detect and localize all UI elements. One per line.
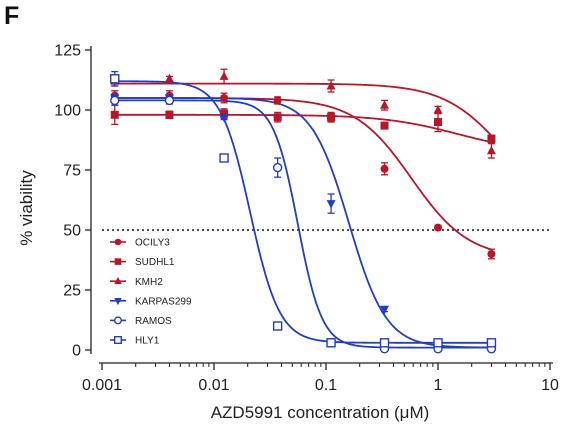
data-point-sudhl1: [380, 121, 389, 130]
data-point-sudhl1: [165, 110, 174, 119]
data-point-ramos: [164, 95, 175, 106]
fit-curves: [114, 80, 493, 349]
fit-curve-karpas299: [114, 97, 492, 349]
y-tick-label: 125: [54, 43, 81, 60]
data-point-ocily3: [380, 164, 389, 173]
data-point-hly1: [486, 338, 497, 348]
legend-label: SUDHL1: [135, 257, 175, 268]
legend-item-ocily3: OCILY3: [110, 238, 170, 249]
legend-label: OCILY3: [135, 238, 170, 249]
legend-label: RAMOS: [135, 316, 172, 327]
legend-label: KARPAS299: [135, 296, 192, 307]
legend-marker: [113, 336, 122, 345]
data-point-sudhl1: [110, 110, 119, 119]
x-tick-label: 0.1: [315, 377, 337, 394]
legend-marker: [114, 238, 122, 246]
legend-item-hly1: HLY1: [110, 336, 160, 347]
data-point-karpas299: [380, 305, 390, 315]
x-tick-label: 10: [541, 377, 559, 394]
y-tick-label: 100: [54, 103, 81, 120]
data-point-ocily3: [487, 250, 496, 258]
series-hly1: [110, 70, 497, 348]
data-point-kmh2: [486, 145, 496, 155]
data-point-hly1: [433, 338, 443, 348]
data-point-ocily3: [273, 96, 282, 105]
legend-item-sudhl1: SUDHL1: [110, 257, 175, 268]
data-point-hly1: [110, 74, 120, 84]
tick-group: 0 25 50 75 100 125 0.001 0.01 0.1 1 10: [54, 43, 559, 395]
data-point-kmh2: [433, 105, 443, 114]
data-point-kmh2: [326, 81, 336, 90]
data-point-hly1: [272, 321, 283, 331]
series-sudhl1: [110, 104, 496, 144]
x-axis-title: AZD5991 concentration (μM): [211, 403, 430, 422]
panel-label: F: [4, 2, 20, 30]
fit-curve-hly1: [114, 80, 492, 344]
fit-curve-sudhl1: [114, 113, 492, 143]
data-points: [110, 68, 497, 354]
legend-label: HLY1: [135, 336, 160, 347]
data-point-hly1: [379, 338, 390, 348]
data-point-kmh2: [219, 71, 229, 80]
legend-marker: [113, 316, 122, 325]
x-tick-label: 0.001: [82, 377, 122, 394]
data-point-ramos: [272, 162, 283, 173]
data-point-karpas299: [326, 200, 336, 209]
data-point-sudhl1: [487, 134, 496, 143]
legend: OCILY3 SUDHL1 KMH2 KARPAS299 RAMOS HLY1: [110, 238, 192, 347]
fit-curve-ramos: [114, 99, 492, 349]
legend-marker: [114, 276, 122, 284]
data-point-ocily3: [220, 94, 229, 102]
legend-marker: [114, 258, 122, 265]
data-point-karpas299: [219, 113, 229, 123]
data-point-sudhl1: [327, 113, 336, 122]
legend-label: KMH2: [135, 277, 163, 288]
data-point-sudhl1: [434, 118, 442, 126]
data-point-sudhl1: [220, 109, 229, 118]
data-point-hly1: [219, 153, 229, 163]
y-axis-title: % viability: [17, 170, 36, 246]
series-karpas299: [110, 93, 496, 351]
x-tick-label: 0.01: [198, 377, 229, 394]
legend-item-karpas299: KARPAS299: [110, 296, 192, 307]
data-point-ramos: [110, 95, 120, 106]
y-tick-label: 0: [72, 343, 81, 360]
y-tick-label: 50: [63, 223, 81, 240]
legend-item-ramos: RAMOS: [110, 316, 172, 327]
data-point-hly1: [326, 338, 336, 348]
legend-marker: [114, 298, 122, 306]
legend-item-kmh2: KMH2: [110, 277, 163, 288]
y-tick-label: 25: [63, 283, 81, 300]
y-tick-label: 75: [63, 163, 81, 180]
x-tick-label: 1: [434, 377, 443, 394]
data-point-kmh2: [380, 100, 390, 109]
data-point-kmh2: [164, 73, 174, 83]
data-point-sudhl1: [273, 113, 282, 122]
data-point-ocily3: [434, 223, 442, 232]
